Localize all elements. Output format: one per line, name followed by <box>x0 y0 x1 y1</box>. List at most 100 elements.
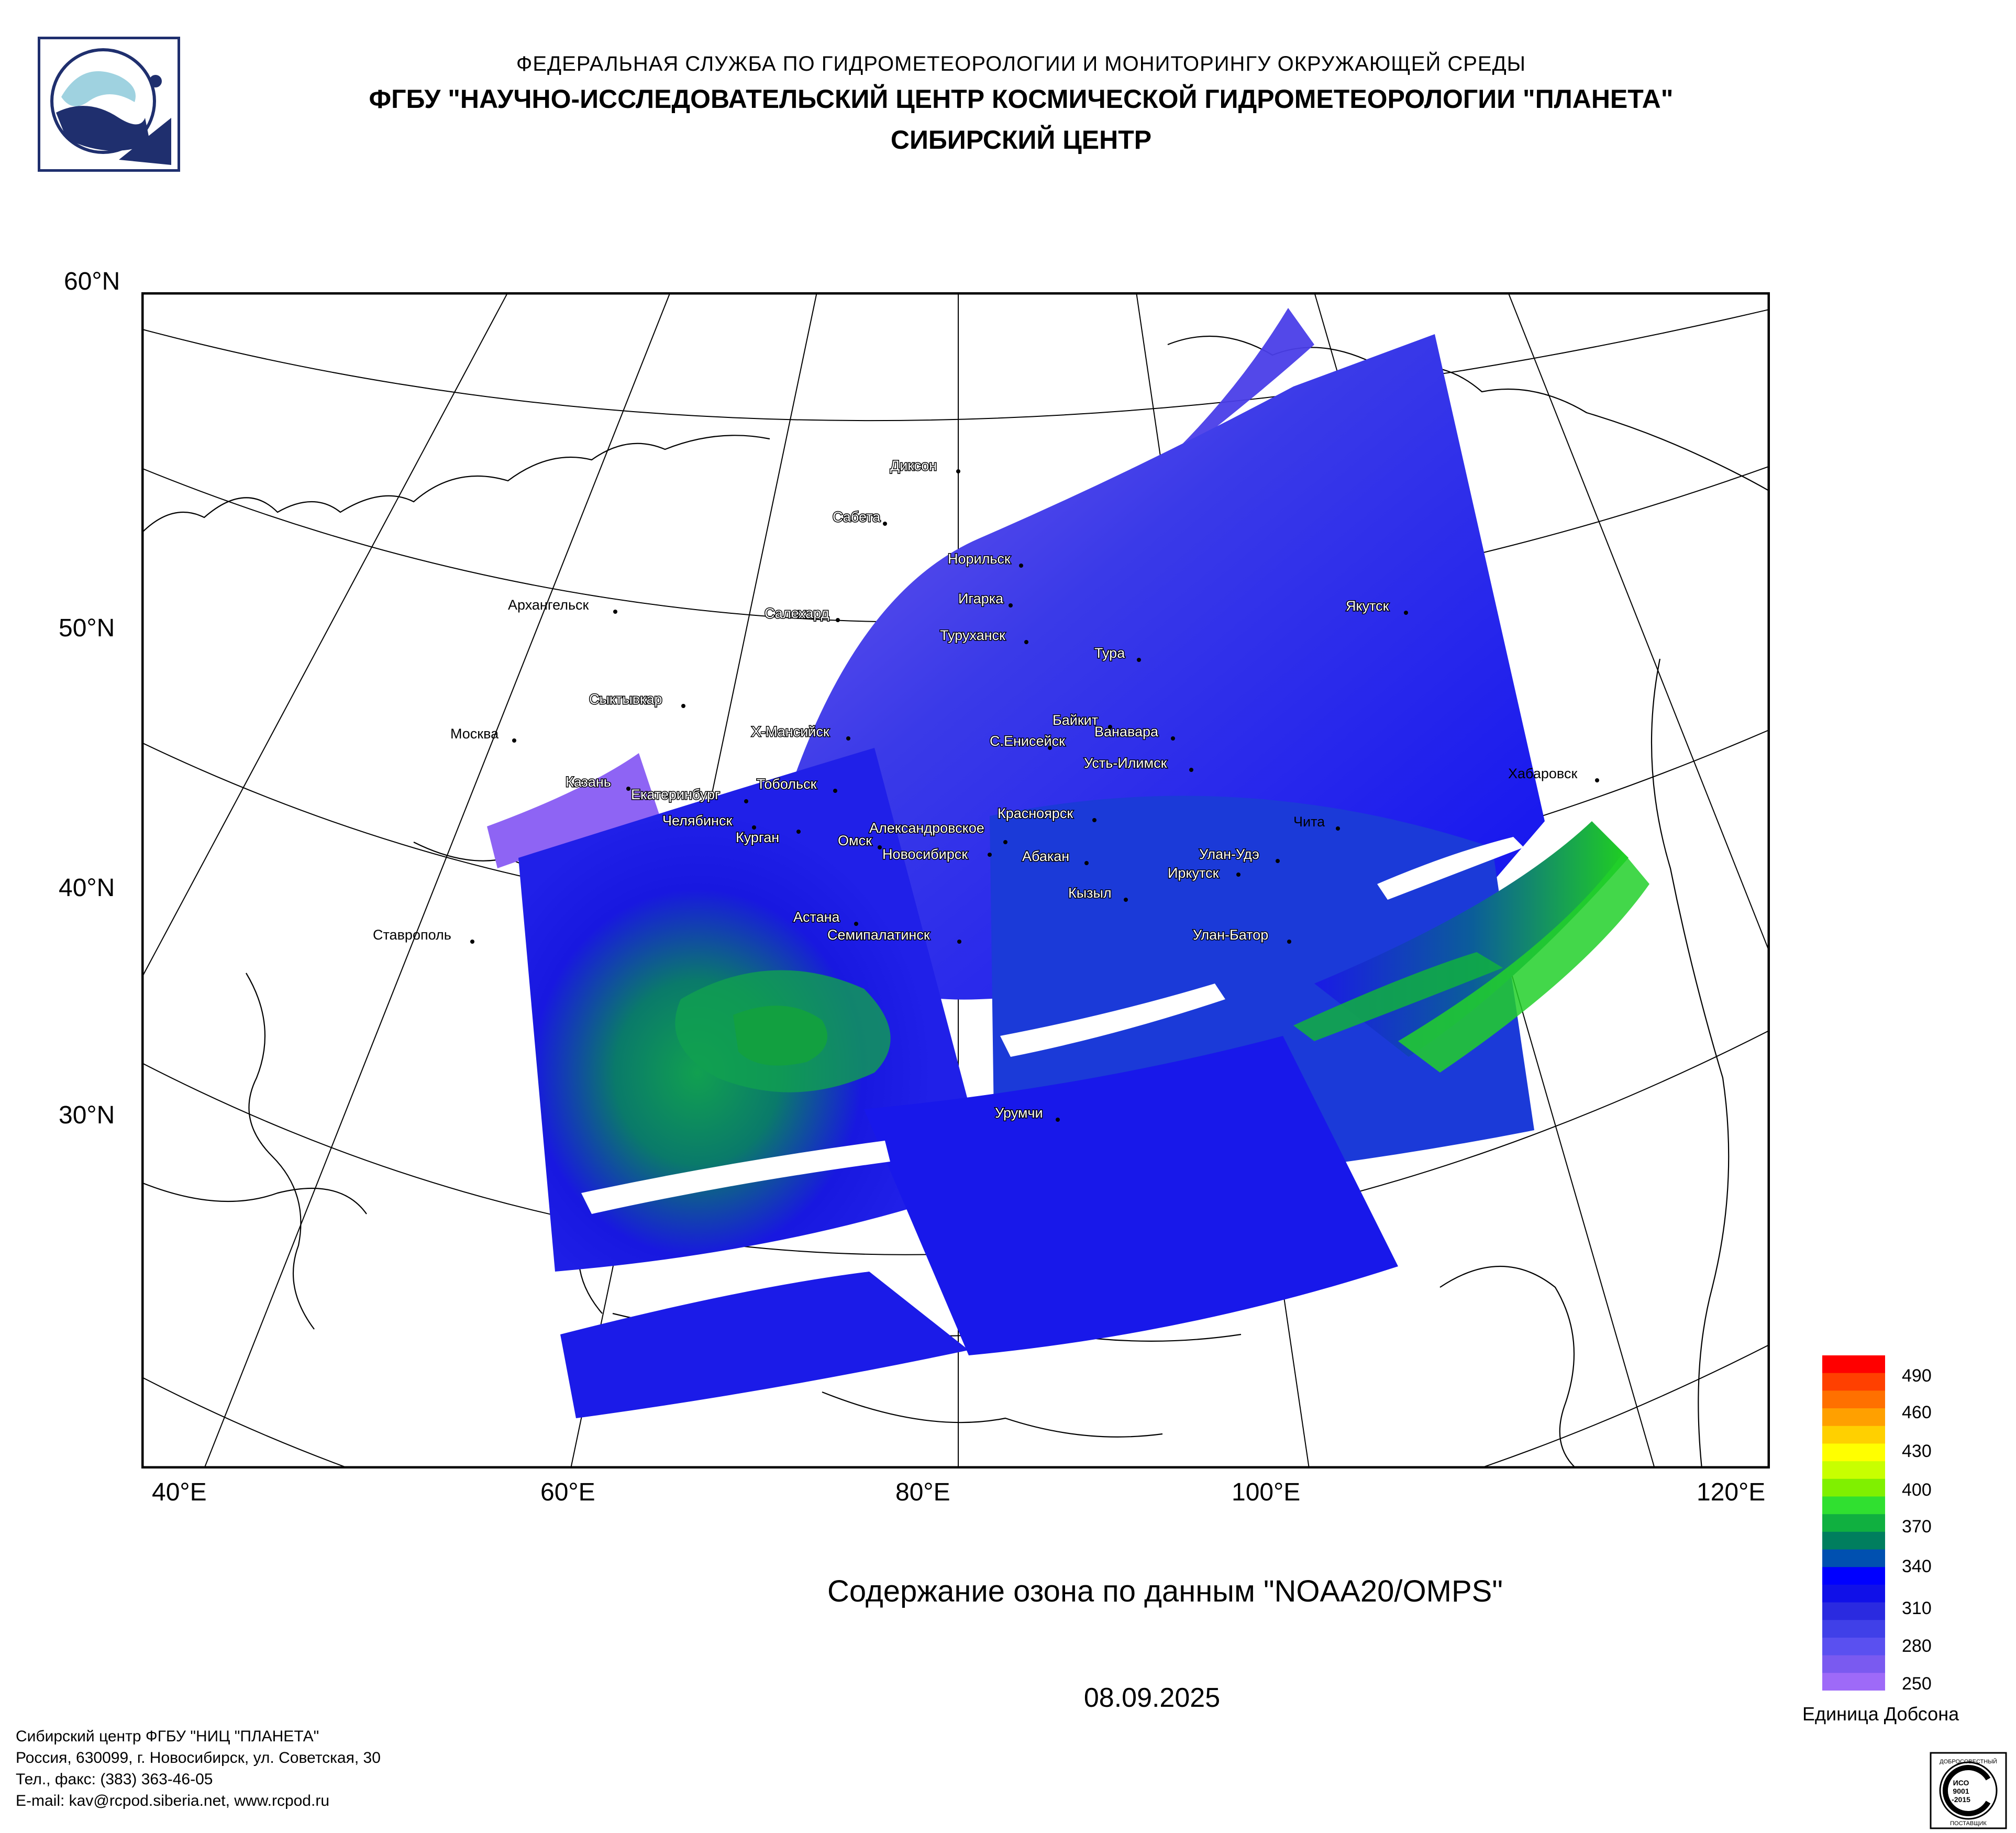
city-aleksandrovskoe: Александровское <box>869 820 1007 844</box>
svg-text:Тобольск: Тобольск <box>757 776 817 792</box>
color-scale <box>1822 1355 1885 1691</box>
svg-text:С.Енисейск: С.Енисейск <box>990 733 1065 749</box>
svg-text:Салехард: Салехард <box>765 605 829 621</box>
scale-band <box>1822 1373 1885 1391</box>
swath-west-strip <box>487 753 660 868</box>
svg-text:Екатеринбург: Екатеринбург <box>631 787 720 802</box>
svg-text:Абакан: Абакан <box>1022 848 1069 864</box>
svg-text:Ванавара: Ванавара <box>1094 724 1159 739</box>
ozone-hotspot-core <box>733 1006 827 1066</box>
city-ulaanbaatar: Улан-Батор <box>1192 926 1291 944</box>
svg-text:Байкит: Байкит <box>1053 712 1098 728</box>
lat-label-40: 40°N <box>59 874 115 902</box>
scale-unit: Единица Добсона <box>1802 1703 1959 1725</box>
swath-north-top <box>1100 308 1314 517</box>
svg-text:Челябинск: Челябинск <box>662 813 732 829</box>
city-kurgan: Курган <box>735 829 801 846</box>
scale-tick-250: 250 <box>1902 1674 1932 1694</box>
city-khabarovsk: Хабаровск <box>1508 766 1599 782</box>
svg-text:Омск: Омск <box>838 833 872 848</box>
city-igarka: Игарка <box>958 590 1013 608</box>
svg-text:ДОБРОСОВЕСТНЫЙ: ДОБРОСОВЕСТНЫЙ <box>1940 1758 1997 1765</box>
svg-text:-2015: -2015 <box>1952 1795 1970 1804</box>
svg-text:Сыктывкар: Сыктывкар <box>589 691 662 707</box>
svg-text:Сабета: Сабета <box>833 509 881 525</box>
svg-text:Якутск: Якутск <box>1346 598 1389 614</box>
svg-text:Улан-Батор: Улан-Батор <box>1193 927 1268 943</box>
city-chita: Чита <box>1293 814 1340 831</box>
footer-line-org: Сибирский центр ФГБУ "НИЦ "ПЛАНЕТА" <box>16 1728 319 1745</box>
header-institute: ФГБУ "НАУЧНО-ИССЛЕДОВАТЕЛЬСКИЙ ЦЕНТР КОС… <box>369 84 1674 114</box>
footer-contacts: Сибирский центр ФГБУ "НИЦ "ПЛАНЕТА" Росс… <box>16 1726 381 1812</box>
scale-tick-430: 430 <box>1902 1441 1932 1461</box>
city-vanavara: Ванавара <box>1094 723 1175 741</box>
city-stavropol: Ставрополь <box>373 927 474 944</box>
scale-band <box>1822 1655 1885 1673</box>
scale-band <box>1822 1637 1885 1656</box>
svg-text:Александровское: Александровское <box>869 820 984 836</box>
scale-tick-490: 490 <box>1902 1366 1932 1386</box>
scale-tick-280: 280 <box>1902 1636 1932 1656</box>
city-urumqi: Урумчи <box>994 1105 1060 1122</box>
lon-label-120: 120°E <box>1697 1478 1766 1506</box>
city-syktyvkar: Сыктывкар <box>589 691 685 708</box>
scale-band <box>1822 1567 1885 1585</box>
svg-text:Астана: Астана <box>793 909 840 925</box>
svg-text:Тура: Тура <box>1094 645 1125 661</box>
scale-band <box>1822 1355 1885 1374</box>
svg-text:Улан-Удэ: Улан-Удэ <box>1199 846 1259 862</box>
svg-text:Иркутск: Иркутск <box>1168 865 1219 881</box>
scale-band <box>1822 1390 1885 1409</box>
map-date: 08.09.2025 <box>1083 1683 1221 1713</box>
svg-text:Красноярск: Красноярск <box>998 805 1073 821</box>
city-tura: Тура <box>1094 645 1141 662</box>
scale-band <box>1822 1426 1885 1444</box>
scale-tick-460: 460 <box>1902 1403 1932 1422</box>
svg-text:Курган: Курган <box>736 830 779 845</box>
city-omsk: Омск <box>837 832 882 849</box>
svg-text:Диксон: Диксон <box>890 458 937 473</box>
scale-band <box>1822 1673 1885 1691</box>
scale-band <box>1822 1549 1885 1567</box>
ozone-map: Диксон Сабета Норильск Игарка Салехард Т… <box>141 292 1770 1469</box>
swath-southwest <box>560 1272 969 1418</box>
swath-south <box>864 1036 1398 1355</box>
svg-text:ИСО: ИСО <box>1953 1779 1969 1787</box>
scale-band <box>1822 1514 1885 1532</box>
svg-text:Казань: Казань <box>566 774 611 790</box>
swath-gaps <box>581 837 1524 1214</box>
city-moscow: Москва <box>450 726 516 743</box>
svg-text:Чита: Чита <box>1293 814 1325 830</box>
city-novosibirsk: Новосибирск <box>882 846 992 863</box>
city-irkutsk: Иркутск <box>1167 865 1240 882</box>
city-turukhansk: Туруханск <box>939 627 1028 644</box>
svg-text:Х-Мансийск: Х-Мансийск <box>751 724 829 739</box>
lon-label-60: 60°E <box>540 1478 595 1506</box>
lon-label-40: 40°E <box>152 1478 207 1506</box>
city-norilsk: Норильск <box>947 550 1023 568</box>
footer-line-address: Россия, 630099, г. Новосибирск, ул. Сове… <box>16 1749 381 1766</box>
city-kyzyl: Кызыл <box>1068 885 1128 902</box>
svg-text:Кызыл: Кызыл <box>1068 885 1112 901</box>
scale-tick-400: 400 <box>1902 1480 1932 1500</box>
city-sabetta: Сабета <box>832 509 887 526</box>
city-astana: Астана <box>793 909 858 926</box>
svg-text:Москва: Москва <box>450 726 499 742</box>
svg-text:Туруханск: Туруханск <box>940 627 1005 643</box>
map-title: Содержание озона по данным "NOAA20/OMPS" <box>827 1574 1503 1608</box>
scale-band <box>1822 1461 1885 1479</box>
city-tobolsk: Тобольск <box>756 776 837 793</box>
scale-band <box>1822 1602 1885 1620</box>
scale-tick-370: 370 <box>1902 1517 1932 1537</box>
svg-text:ПОСТАВЩИК: ПОСТАВЩИК <box>1950 1820 1987 1827</box>
city-semipalatinsk: Семипалатинск <box>827 926 961 944</box>
city-dikson: Диксон <box>890 457 960 474</box>
svg-text:Архангельск: Архангельск <box>508 597 589 613</box>
city-s-yeniseysk: С.Енисейск <box>989 733 1066 750</box>
lon-label-80: 80°E <box>895 1478 950 1506</box>
scale-band <box>1822 1496 1885 1515</box>
svg-text:Ставрополь: Ставрополь <box>373 927 451 943</box>
footer-line-phone: Тел., факс: (383) 363-46-05 <box>16 1771 213 1788</box>
svg-text:Игарка: Игарка <box>958 591 1004 606</box>
city-krasnoyarsk: Красноярск <box>997 805 1096 822</box>
